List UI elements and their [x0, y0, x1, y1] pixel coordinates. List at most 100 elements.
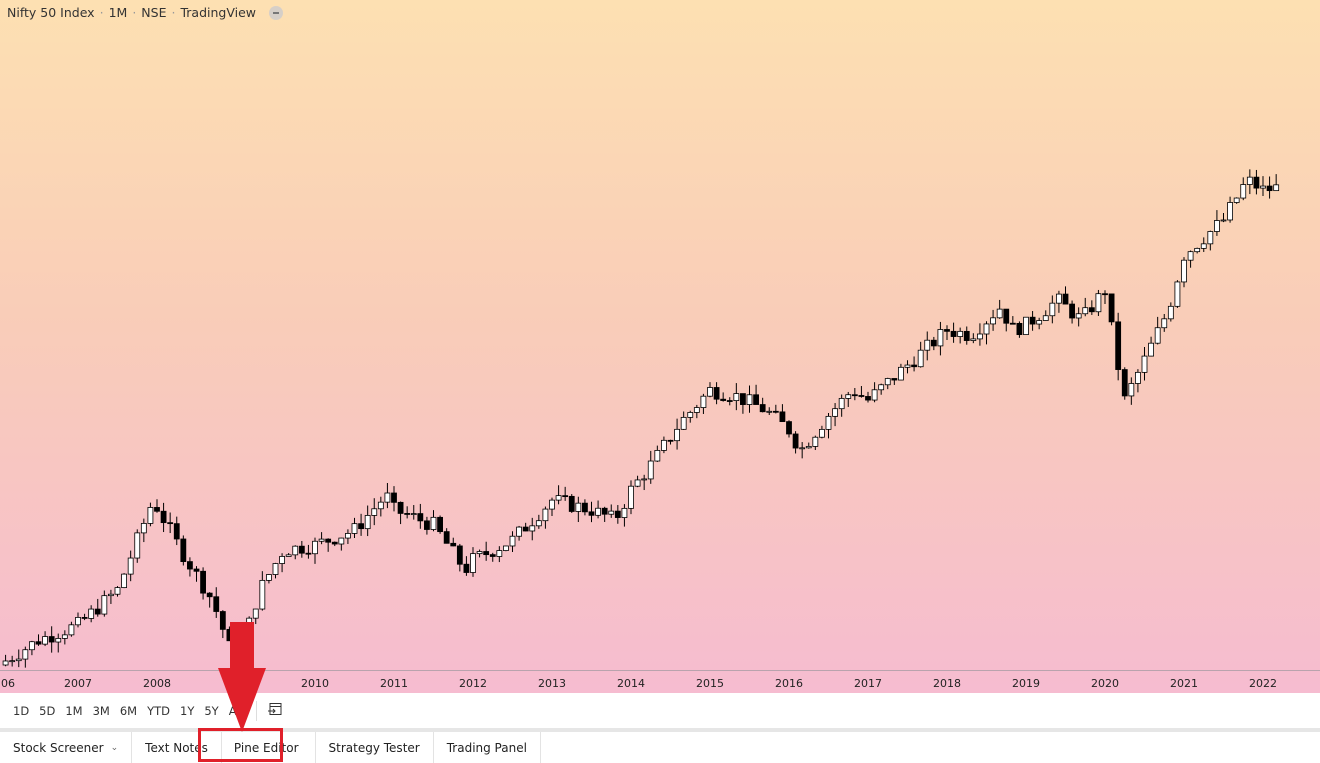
range-3m[interactable]: 3M — [92, 703, 110, 718]
candle[interactable] — [1108, 293, 1115, 326]
candle[interactable] — [489, 552, 496, 562]
candle[interactable] — [384, 483, 391, 509]
candle[interactable] — [68, 621, 75, 637]
candle[interactable] — [753, 384, 759, 405]
candle[interactable] — [898, 363, 904, 381]
collapse-legend-icon[interactable] — [269, 5, 283, 20]
tab-strategy-tester[interactable]: Strategy Tester — [316, 732, 434, 763]
candle[interactable] — [819, 425, 825, 439]
candle[interactable] — [160, 502, 167, 533]
candle[interactable] — [766, 407, 773, 415]
interval[interactable]: 1M — [108, 5, 128, 20]
candle[interactable] — [325, 538, 332, 552]
candle[interactable] — [470, 547, 476, 577]
candle[interactable] — [206, 592, 213, 608]
candle[interactable] — [1102, 290, 1108, 305]
candle[interactable] — [713, 382, 720, 405]
chart-pane[interactable]: Nifty 50 Index · 1M · NSE · TradingView 06 2… — [0, 0, 1320, 693]
candle[interactable] — [417, 503, 424, 529]
candle[interactable] — [871, 382, 878, 403]
candle[interactable] — [1121, 367, 1128, 400]
candle[interactable] — [700, 393, 707, 414]
candle[interactable] — [549, 497, 555, 516]
range-1y[interactable]: 1Y — [180, 703, 195, 718]
candle[interactable] — [568, 494, 575, 513]
candle[interactable] — [424, 516, 430, 535]
candle[interactable] — [878, 383, 885, 395]
candle[interactable] — [285, 553, 292, 557]
candle[interactable] — [213, 587, 220, 618]
candle[interactable] — [187, 557, 193, 577]
candle[interactable] — [1253, 169, 1260, 195]
candle[interactable] — [654, 445, 661, 462]
candle[interactable] — [1227, 196, 1233, 223]
chevron-down-icon[interactable]: ⌄ — [110, 742, 119, 753]
candle[interactable] — [345, 529, 351, 544]
candle[interactable] — [371, 498, 378, 526]
candle[interactable] — [173, 516, 180, 546]
candle[interactable] — [114, 586, 121, 597]
candle[interactable] — [1141, 346, 1148, 381]
candle[interactable] — [22, 646, 29, 668]
candle[interactable] — [970, 333, 977, 344]
candle[interactable] — [463, 556, 470, 576]
candle[interactable] — [259, 571, 266, 611]
candle[interactable] — [134, 529, 141, 563]
candle[interactable] — [456, 543, 463, 572]
candle[interactable] — [786, 420, 792, 438]
candle[interactable] — [838, 394, 845, 417]
candle[interactable] — [1075, 307, 1082, 327]
candle[interactable] — [1069, 300, 1075, 324]
candle[interactable] — [1194, 247, 1201, 254]
candle[interactable] — [338, 537, 345, 551]
candle[interactable] — [904, 360, 911, 374]
candle[interactable] — [792, 431, 799, 454]
candle[interactable] — [628, 480, 634, 515]
candle[interactable] — [1266, 176, 1273, 199]
candle[interactable] — [1233, 197, 1240, 204]
candle[interactable] — [1056, 290, 1062, 313]
candle[interactable] — [542, 506, 549, 529]
candle[interactable] — [154, 499, 160, 513]
candle[interactable] — [779, 404, 786, 423]
candle[interactable] — [595, 500, 601, 519]
candle[interactable] — [200, 567, 206, 600]
candle[interactable] — [799, 442, 806, 459]
candle[interactable] — [917, 341, 924, 368]
candle[interactable] — [746, 385, 753, 413]
candle[interactable] — [1161, 313, 1168, 332]
candle[interactable] — [990, 309, 996, 331]
candle[interactable] — [772, 404, 779, 414]
candle[interactable] — [1260, 176, 1266, 196]
candle[interactable] — [608, 504, 615, 518]
candle[interactable] — [509, 531, 516, 553]
candle[interactable] — [996, 299, 1003, 319]
candle[interactable] — [75, 612, 81, 628]
candle[interactable] — [377, 496, 384, 517]
candle[interactable] — [437, 515, 443, 534]
candle[interactable] — [167, 512, 174, 534]
candle[interactable] — [562, 486, 569, 501]
candle[interactable] — [911, 356, 917, 372]
candle[interactable] — [740, 393, 746, 414]
range-5y[interactable]: 5Y — [204, 703, 219, 718]
candle[interactable] — [391, 486, 397, 512]
candlestick-plot[interactable] — [0, 0, 1320, 670]
candle[interactable] — [1154, 316, 1161, 345]
tab-stock-screener[interactable]: Stock Screener ⌄ — [0, 732, 133, 763]
candle[interactable] — [707, 382, 713, 398]
candle[interactable] — [555, 485, 562, 505]
candle[interactable] — [957, 327, 964, 344]
candle[interactable] — [476, 549, 483, 558]
candle[interactable] — [858, 386, 865, 398]
candle[interactable] — [733, 383, 740, 411]
candle[interactable] — [647, 450, 654, 484]
candle[interactable] — [127, 550, 134, 582]
candle[interactable] — [81, 613, 88, 621]
candle[interactable] — [845, 391, 852, 407]
candle[interactable] — [2, 654, 9, 667]
candle[interactable] — [1214, 210, 1220, 236]
candle[interactable] — [1009, 316, 1016, 325]
candle[interactable] — [1062, 286, 1069, 305]
candle[interactable] — [61, 630, 68, 645]
